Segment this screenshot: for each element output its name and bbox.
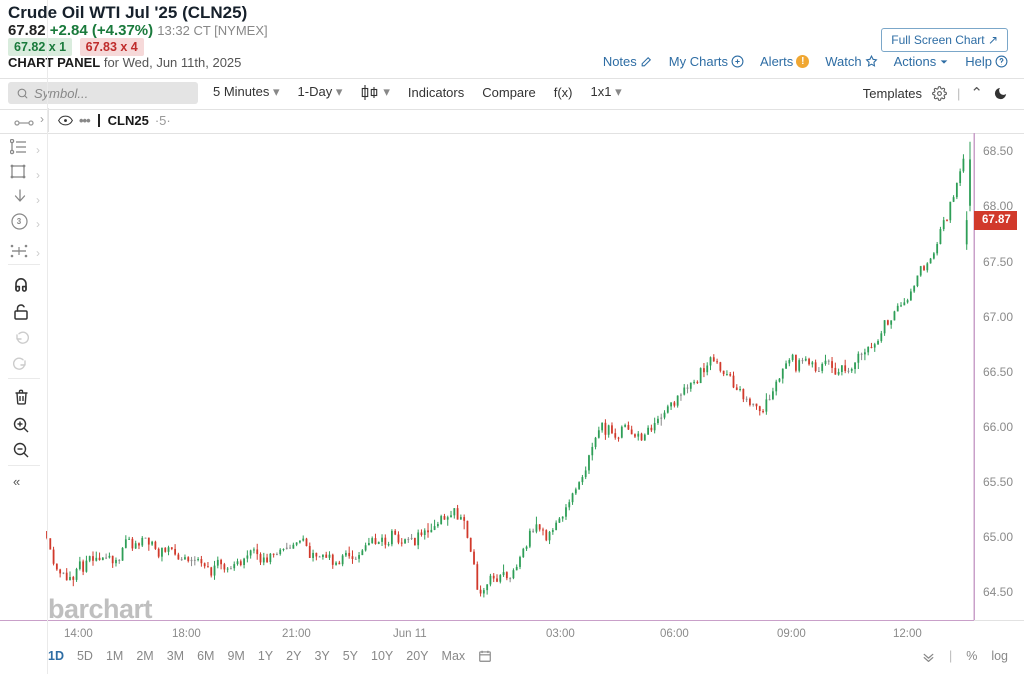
svg-text:3: 3 <box>17 217 22 226</box>
